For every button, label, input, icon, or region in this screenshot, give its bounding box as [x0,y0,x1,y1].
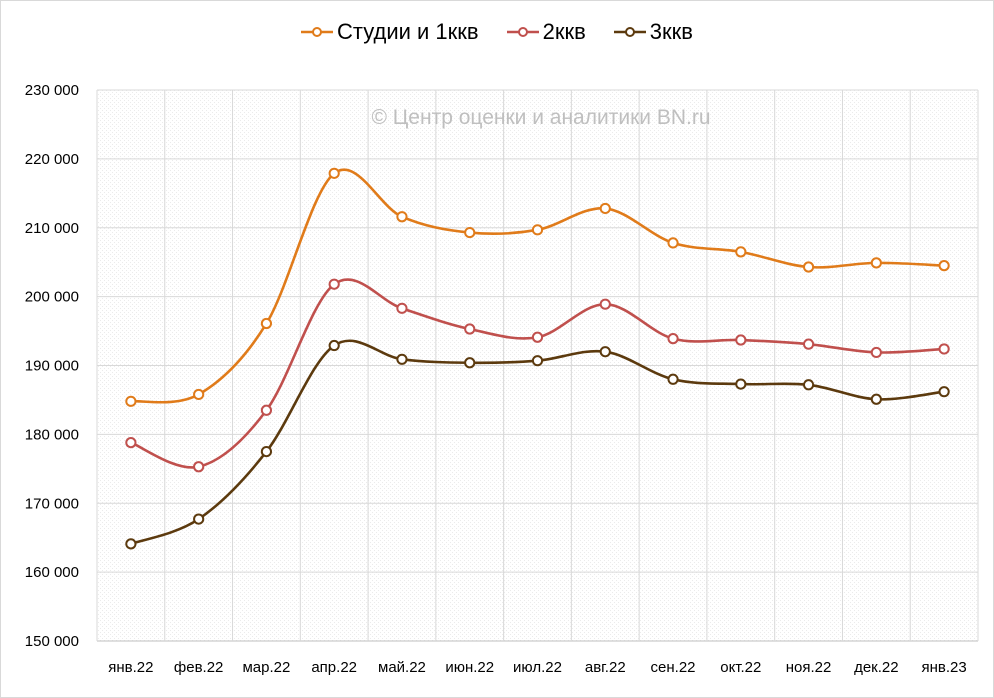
data-point [667,373,679,385]
data-point [193,513,205,525]
legend: Студии и 1ккв 2ккв 3ккв [0,14,994,50]
data-point [735,334,747,346]
data-point [260,404,273,416]
x-tick-label: янв.23 [921,659,966,676]
series-group [125,167,950,550]
series-2 [125,339,950,550]
y-tick-label: 230 000 [25,82,79,99]
data-point [599,202,611,215]
x-tick-label: сен.22 [651,659,696,676]
data-point [464,226,476,239]
data-point [870,346,882,359]
x-tick-label: ноя.22 [786,659,832,676]
y-tick-label: 180 000 [25,426,79,443]
legend-line-marker-icon [613,27,646,37]
x-axis: янв.22 фев.22 мар.22 апр.22 май.22 июн.22 июл.… [108,659,966,676]
y-tick-label: 220 000 [25,151,79,168]
data-point [328,339,340,352]
legend-label: Студии и 1ккв [337,19,479,44]
x-tick-label: дек.22 [854,659,899,676]
data-point [531,331,544,343]
data-point [735,246,747,258]
data-point [396,353,408,365]
y-tick-label: 190 000 [25,358,79,375]
data-point [328,167,340,179]
data-point [531,224,544,236]
x-tick-label: июл.22 [513,659,562,676]
data-point [938,343,950,355]
data-point [802,379,815,391]
y-tick-label: 170 000 [25,495,79,512]
data-point [464,323,476,335]
data-point [193,388,205,401]
legend-label: 3ккв [649,19,693,44]
watermark-text: © Центр оценки и аналитики BN.ru [371,106,710,129]
data-point [667,333,679,345]
y-axis: 150 000 160 000 170 000 180 000 190 000 200 0… [25,82,79,650]
data-point [260,317,273,330]
data-point [735,378,747,390]
data-point [667,237,679,249]
data-point [125,437,137,449]
x-tick-label: апр.22 [311,659,357,676]
data-point [870,257,882,269]
data-point [599,346,611,358]
data-point [531,355,544,367]
data-point [396,302,408,314]
legend-item-1: 2ккв [506,19,586,45]
data-point [328,278,340,290]
x-tick-label: июн.22 [445,659,494,676]
legend-line-marker-icon [506,27,539,37]
x-tick-label: окт.22 [720,659,761,676]
legend-line-marker-icon [301,27,334,37]
data-point [260,445,273,458]
data-point [802,261,815,273]
series-0 [125,167,950,407]
x-tick-label: авг.22 [585,659,626,676]
data-point [938,386,950,398]
data-point [802,338,815,350]
data-point [599,298,611,310]
x-tick-label: фев.22 [174,659,224,676]
series-1 [125,278,950,473]
legend-label: 2ккв [542,19,586,44]
data-point [125,538,137,550]
data-point [125,395,137,407]
x-tick-label: май.22 [378,659,426,676]
y-tick-label: 150 000 [25,633,79,650]
y-tick-label: 200 000 [25,289,79,306]
legend-item-2: 3ккв [613,19,693,45]
x-tick-label: мар.22 [242,659,290,676]
y-tick-label: 160 000 [25,564,79,581]
data-point [870,393,882,405]
data-point [396,211,408,223]
data-point [193,461,205,473]
legend-item-0: Студии и 1ккв [301,19,479,45]
x-tick-label: янв.22 [108,659,153,676]
data-point [464,357,476,369]
data-point [938,260,950,272]
y-tick-label: 210 000 [25,220,79,237]
